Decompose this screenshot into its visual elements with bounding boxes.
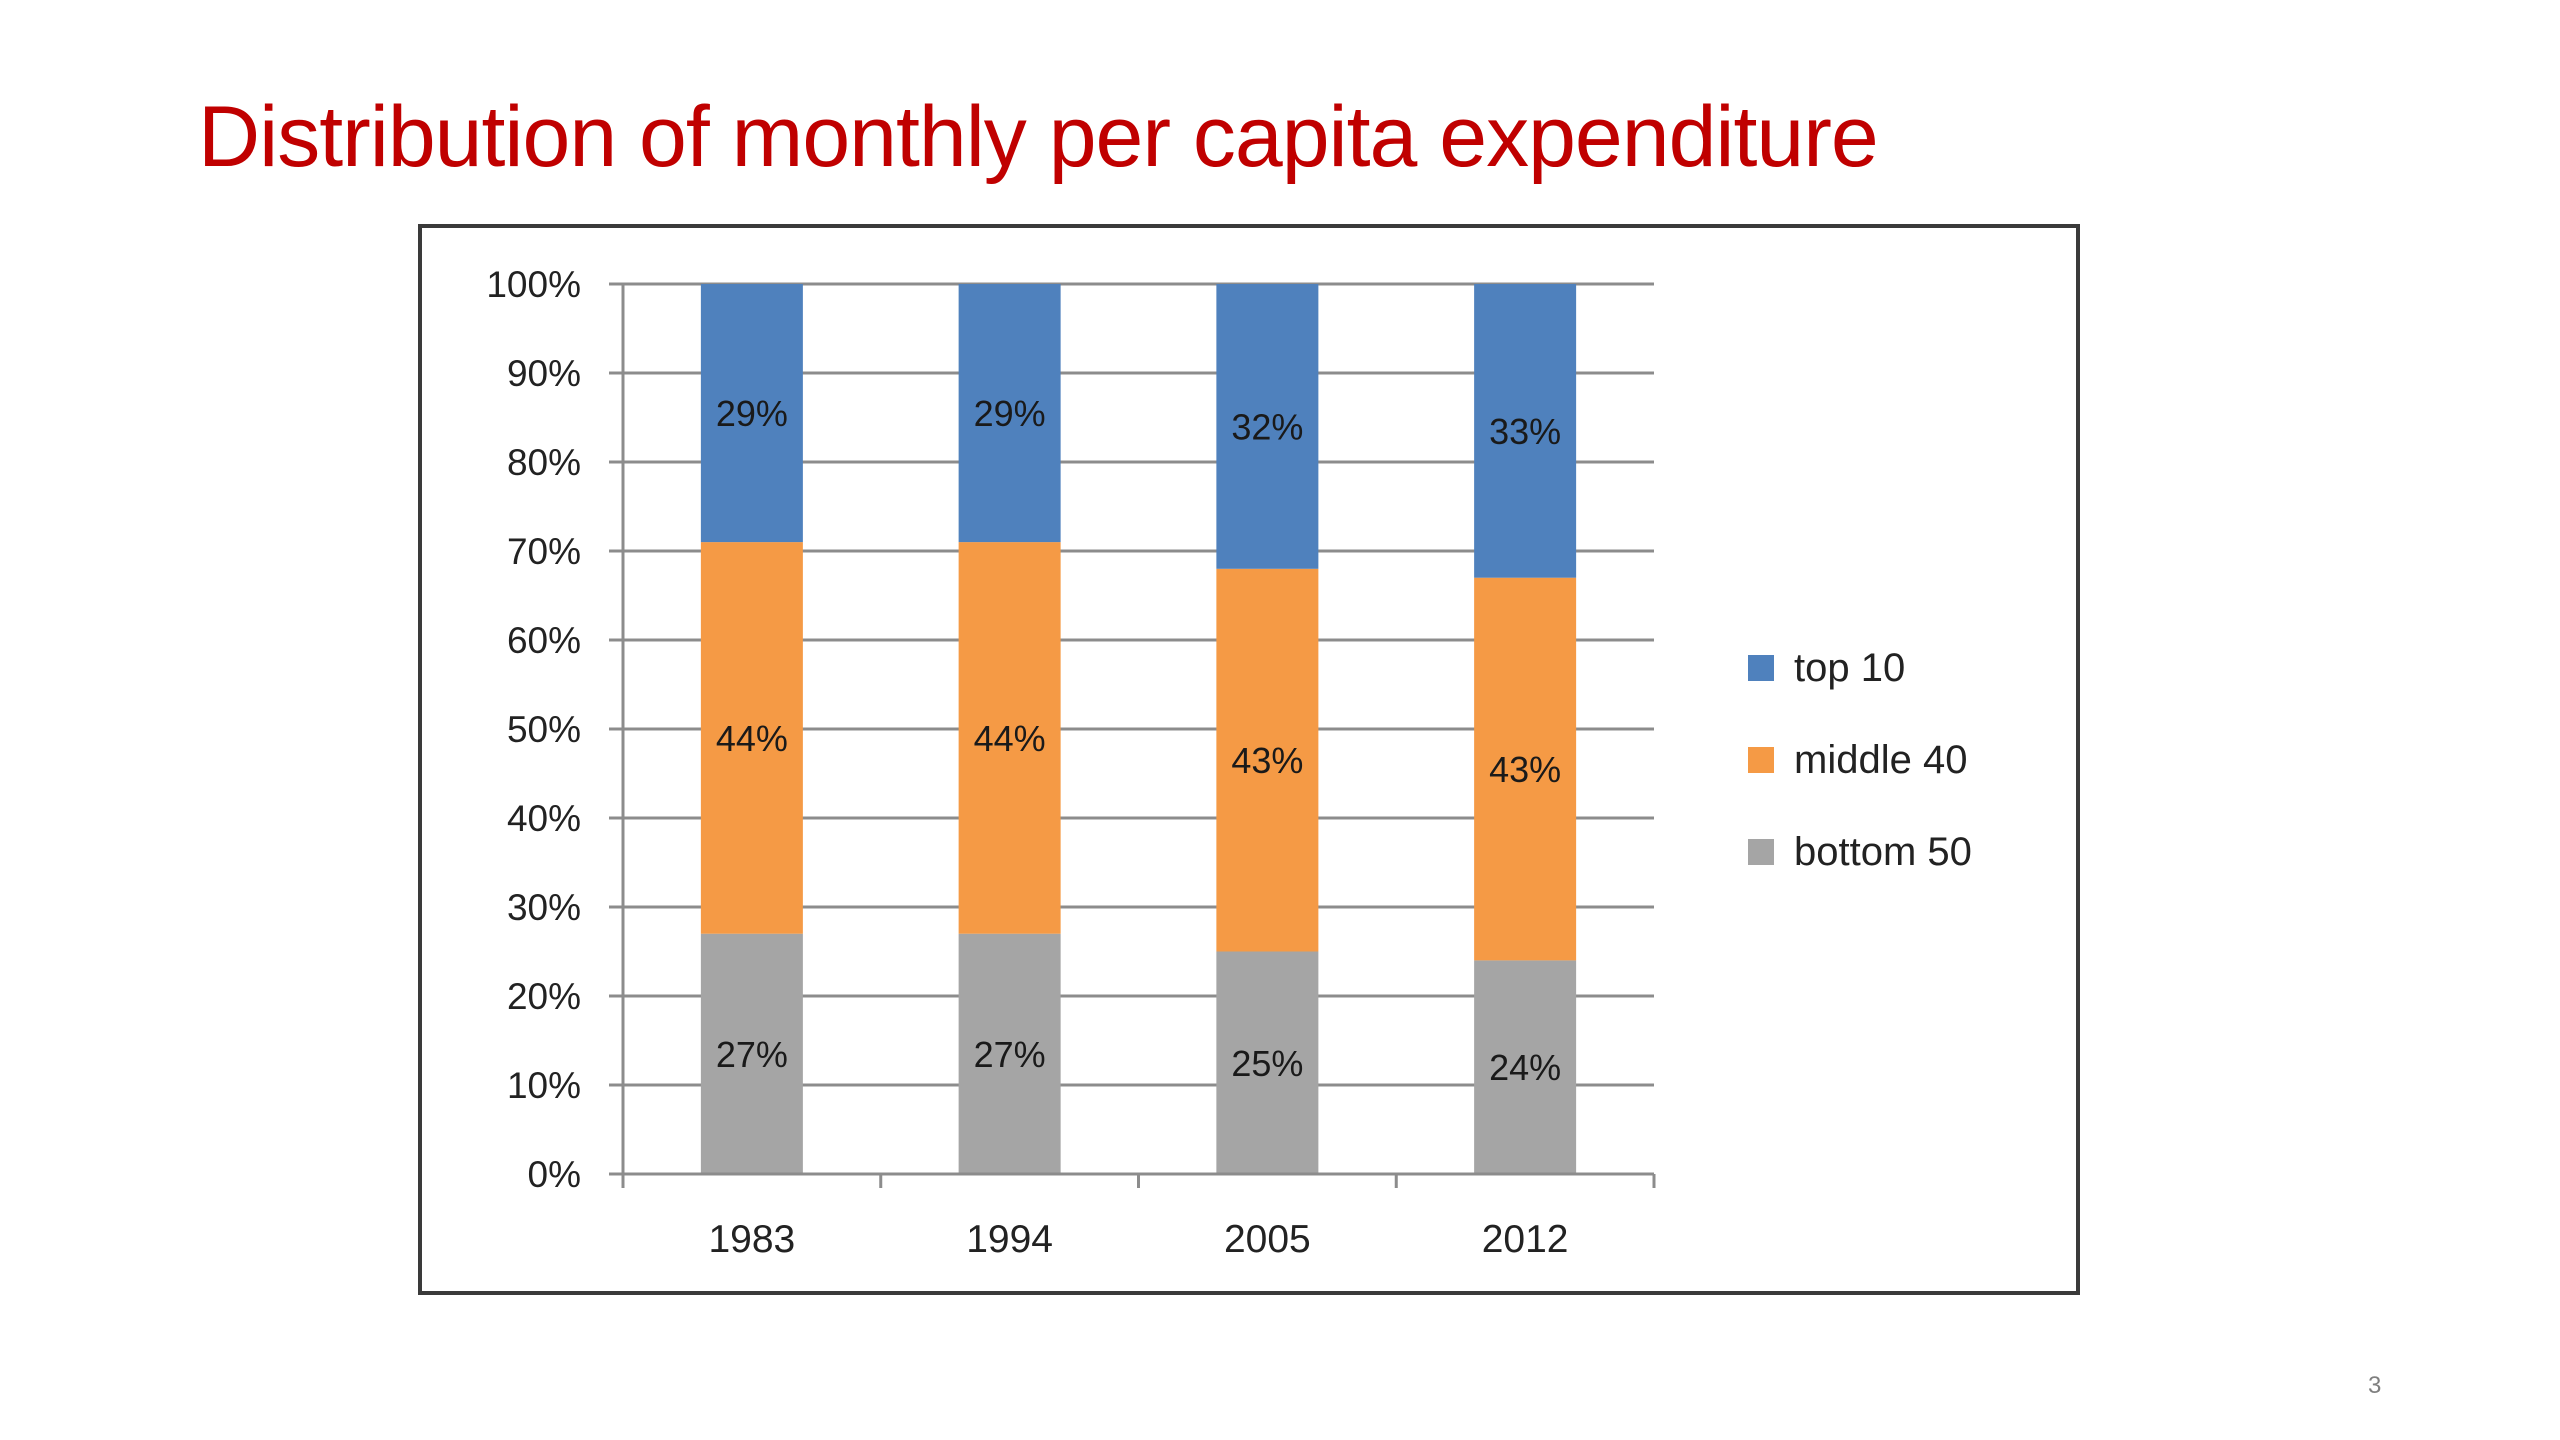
y-tick-label: 60% bbox=[507, 620, 581, 661]
bar-segment bbox=[700, 542, 803, 934]
legend: top 10 middle 40 bottom 50 bbox=[1748, 646, 1972, 874]
page-number: 3 bbox=[2368, 1372, 2382, 1399]
data-label: 43% bbox=[1489, 749, 1561, 790]
x-tick-label: 2005 bbox=[1224, 1218, 1311, 1261]
data-label: 29% bbox=[716, 393, 788, 434]
axes: 0% 10% 20% 30% 40% 50% 60% 70% 80% 90% 100% 1983 199… bbox=[486, 264, 1656, 1261]
data-label: 43% bbox=[1231, 740, 1303, 781]
x-tick-label: 2012 bbox=[1482, 1218, 1569, 1261]
bar-segment bbox=[1474, 284, 1577, 578]
x-tick-label: 1983 bbox=[708, 1218, 795, 1261]
y-tick-label: 20% bbox=[507, 976, 581, 1017]
slide-title: Distribution of monthly per capita expen… bbox=[198, 89, 1879, 185]
stacked-bar-chart: 27% 44% 29% 27% 44% 29% 25% 43% 32% 24% 43% 33% 0% 1… bbox=[486, 264, 1972, 1261]
legend-swatch bbox=[1748, 747, 1774, 773]
y-tick-label: 30% bbox=[507, 887, 581, 928]
data-label: 44% bbox=[974, 718, 1046, 759]
legend-swatch bbox=[1748, 655, 1774, 681]
y-tick-label: 90% bbox=[507, 353, 581, 394]
y-tick-label: 10% bbox=[507, 1065, 581, 1106]
y-tick-label: 0% bbox=[528, 1154, 581, 1195]
bar-segment bbox=[700, 933, 803, 1174]
data-label: 33% bbox=[1489, 411, 1561, 452]
x-tick-label: 1994 bbox=[966, 1218, 1053, 1261]
y-tick-label: 80% bbox=[507, 442, 581, 483]
bar-segment bbox=[958, 542, 1061, 934]
bar-segment bbox=[1216, 284, 1319, 569]
bar-segment bbox=[958, 933, 1061, 1174]
bar-segment bbox=[1474, 577, 1577, 961]
data-label: 27% bbox=[716, 1034, 788, 1075]
data-label: 44% bbox=[716, 718, 788, 759]
bar-segment bbox=[1474, 960, 1577, 1174]
legend-label: top 10 bbox=[1794, 646, 1905, 690]
y-tick-label: 70% bbox=[507, 531, 581, 572]
data-label: 24% bbox=[1489, 1047, 1561, 1088]
bar-segment bbox=[958, 284, 1061, 543]
bar-segment bbox=[700, 284, 803, 543]
data-label: 29% bbox=[974, 393, 1046, 434]
y-tick-label: 50% bbox=[507, 709, 581, 750]
data-label: 32% bbox=[1231, 406, 1303, 447]
y-tick-label: 40% bbox=[507, 798, 581, 839]
bar-segment bbox=[1216, 568, 1319, 952]
data-label: 27% bbox=[974, 1034, 1046, 1075]
legend-label: bottom 50 bbox=[1794, 830, 1972, 874]
legend-swatch bbox=[1748, 839, 1774, 865]
bars: 27% 44% 29% 27% 44% 29% 25% 43% 32% 24% 43% 33% bbox=[700, 284, 1577, 1174]
bar-segment bbox=[1216, 951, 1319, 1174]
legend-label: middle 40 bbox=[1794, 738, 1967, 782]
data-label: 25% bbox=[1231, 1043, 1303, 1084]
y-tick-label: 100% bbox=[486, 264, 581, 305]
